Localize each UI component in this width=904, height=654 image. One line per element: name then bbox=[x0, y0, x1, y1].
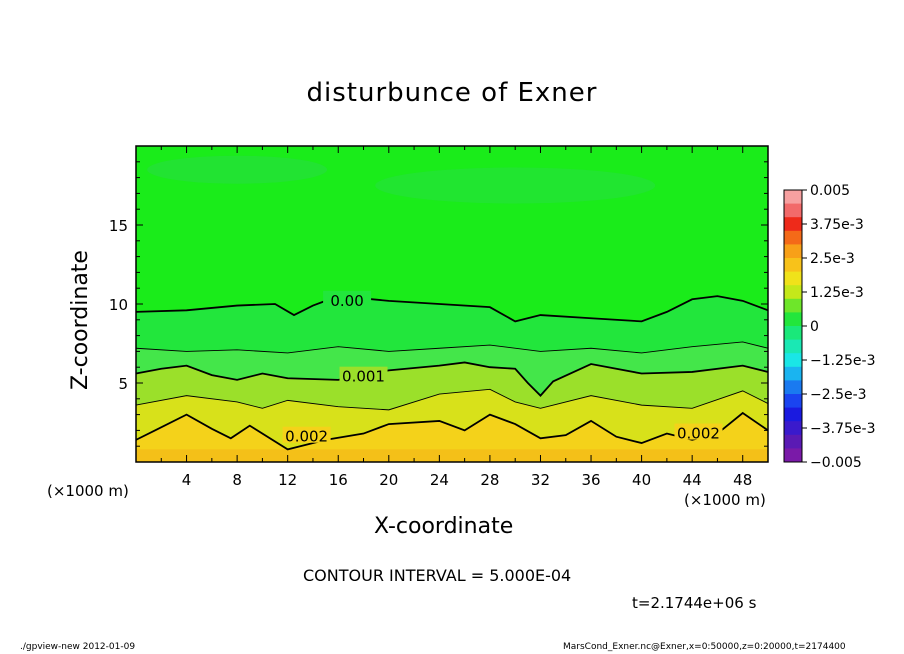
y-tick-label: 10 bbox=[109, 296, 128, 314]
colorbar-segment bbox=[784, 217, 802, 232]
colorbar-segment bbox=[784, 407, 802, 422]
contour-interval-note: CONTOUR INTERVAL = 5.000E-04 bbox=[303, 566, 572, 585]
x-tick-label: 4 bbox=[182, 471, 192, 489]
contour-line bbox=[135, 295, 769, 323]
y-tick-label: 15 bbox=[109, 217, 128, 235]
contour-label: 0.001 bbox=[342, 368, 385, 386]
contour-label: 0.002 bbox=[285, 428, 328, 446]
colorbar-segment bbox=[784, 421, 802, 436]
time-label: t=2.1744e+06 s bbox=[632, 594, 757, 612]
footer-right: MarsCond_Exner.nc@Exner,x=0:50000,z=0:20… bbox=[563, 642, 846, 652]
colorbar-label: 3.75e-3 bbox=[810, 217, 864, 233]
x-tick-label: 36 bbox=[581, 471, 600, 489]
x-tick-label: 40 bbox=[632, 471, 651, 489]
chart-title: disturbunce of Exner bbox=[306, 78, 598, 108]
colorbar-label: −3.75e-3 bbox=[810, 421, 875, 437]
colorbar-label: −1.25e-3 bbox=[810, 353, 875, 369]
colorbar-segment bbox=[784, 434, 802, 449]
contour-label-bg bbox=[323, 290, 372, 307]
x-tick-label: 28 bbox=[480, 471, 499, 489]
colorbar-label: −0.005 bbox=[810, 455, 862, 471]
x-axis-label: X-coordinate bbox=[374, 514, 514, 539]
y-tick-label: 5 bbox=[118, 375, 128, 393]
colorbar-segment bbox=[784, 271, 802, 286]
band-patch bbox=[147, 155, 328, 184]
colorbar-segment bbox=[784, 394, 802, 409]
x-tick-label: 12 bbox=[278, 471, 297, 489]
x-tick-label: 16 bbox=[329, 471, 348, 489]
contour-label-bg bbox=[674, 423, 723, 440]
band-bottom bbox=[136, 449, 768, 462]
colorbar-segment bbox=[784, 339, 802, 354]
contour-line-layer bbox=[135, 295, 769, 451]
colorbar-segment bbox=[784, 380, 802, 395]
x-tick-label: 48 bbox=[733, 471, 752, 489]
colorbar-segment bbox=[784, 366, 802, 381]
x-unit-label-left: (×1000 m) bbox=[47, 482, 129, 500]
footer-left: ./gpview-new 2012-01-09 bbox=[20, 642, 136, 652]
x-tick-label: 44 bbox=[683, 471, 702, 489]
colorbar-segment bbox=[784, 298, 802, 313]
colorbar-segment bbox=[784, 190, 802, 205]
colorbar-segment bbox=[784, 203, 802, 218]
colorbar: 0.005 3.75e-3 2.5e-3 1.25e-3 0 −1.25e-3 −2.5e-… bbox=[783, 183, 875, 471]
colorbar-label: −2.5e-3 bbox=[810, 387, 867, 403]
x-tick-label: 24 bbox=[430, 471, 449, 489]
colorbar-label: 0.005 bbox=[810, 183, 850, 199]
contour-line bbox=[135, 388, 769, 411]
x-unit-label-right: (×1000 m) bbox=[684, 491, 766, 509]
contour-line bbox=[135, 341, 769, 354]
contour-label: 0.002 bbox=[677, 425, 720, 443]
colorbar-segment bbox=[784, 448, 802, 463]
contour-label-bg bbox=[282, 426, 331, 443]
x-tick-label: 32 bbox=[531, 471, 550, 489]
colorbar-segment bbox=[784, 353, 802, 368]
contour-line bbox=[135, 361, 769, 397]
contour-line bbox=[135, 411, 769, 451]
colorbar-segment bbox=[784, 244, 802, 259]
colorbar-label: 1.25e-3 bbox=[810, 285, 864, 301]
colorbar-label: 2.5e-3 bbox=[810, 251, 855, 267]
colorbar-segment bbox=[784, 326, 802, 341]
colorbar-segment bbox=[784, 312, 802, 327]
contour-label-bg bbox=[339, 366, 388, 383]
x-tick-label: 20 bbox=[379, 471, 398, 489]
colorbar-segment bbox=[784, 230, 802, 245]
colorbar-segment bbox=[784, 285, 802, 300]
contour-label-layer: 0.00 0.001 0.002 0.002 bbox=[282, 290, 723, 446]
colorbar-segment bbox=[784, 258, 802, 273]
x-tick-label: 8 bbox=[232, 471, 242, 489]
contour-label: 0.00 bbox=[330, 292, 363, 310]
colorbar-label: 0 bbox=[810, 319, 819, 335]
band-patch bbox=[375, 167, 656, 204]
